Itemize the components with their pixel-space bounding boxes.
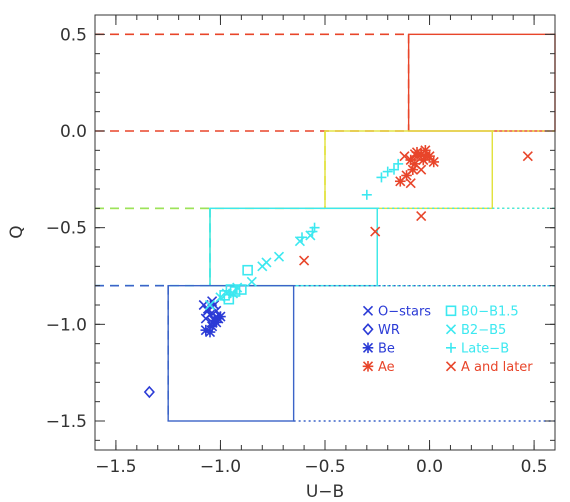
point-a-and-later	[409, 149, 420, 160]
marker-stroke	[204, 299, 216, 311]
x-axis-title: U−B	[306, 482, 344, 502]
marker-stroke	[405, 178, 416, 189]
marker-stroke	[294, 236, 305, 247]
legend-marker-o-stars	[362, 305, 374, 316]
plot-frame	[94, 14, 556, 451]
legend-marker-ae	[362, 361, 374, 372]
point-b2-b5	[232, 282, 243, 293]
legend-label-ae: Ae	[378, 360, 395, 375]
y-tick-label: −0.5	[46, 219, 87, 239]
marker-stroke	[200, 313, 211, 324]
point-a-and-later	[416, 164, 427, 175]
y-tick-label: 0.0	[60, 122, 87, 142]
x-tick-label: −1.0	[200, 457, 241, 477]
legend-marker-late-b	[446, 342, 456, 353]
marker-stroke	[416, 164, 427, 175]
legend-marker-a-and-later	[445, 361, 457, 372]
point-b2-b5	[227, 288, 239, 299]
axes: −1.5 −1.0 −0.5 0.0 0.5 −1.5 −1.0 −0.5 0.0 0.5	[46, 14, 556, 477]
point-a-and-later	[416, 211, 427, 222]
point-a-and-later	[405, 178, 416, 189]
point-late-b	[309, 222, 320, 233]
y-tick-label: −1.0	[46, 315, 87, 335]
legend: O−stars WR Be Ae B0−B1.5 B2−B5 Late−B A and lat…	[362, 304, 533, 375]
marker-stroke	[246, 276, 257, 287]
marker-stroke	[409, 149, 420, 160]
point-late-b	[297, 232, 307, 243]
data-points	[143, 145, 533, 399]
point-wr	[143, 385, 155, 399]
point-b2-b5	[215, 292, 226, 303]
legend-label-late-b: Late−B	[461, 341, 509, 356]
point-b2-b5	[273, 251, 285, 262]
point-a-and-later	[399, 151, 410, 162]
legend-label-wr: WR	[378, 323, 400, 338]
x-tick-label: −0.5	[304, 457, 345, 477]
legend-label-b0-b1-5: B0−B1.5	[461, 304, 519, 319]
point-late-b	[376, 172, 387, 183]
legend-label-b2-b5: B2−B5	[461, 323, 506, 338]
y-axis-title: Q	[7, 225, 27, 238]
point-b2-b5	[204, 299, 216, 311]
region-boxes	[95, 33, 556, 422]
point-a-and-later	[299, 255, 310, 266]
marker-stroke	[202, 305, 213, 316]
x-tick-label: 0.0	[416, 457, 443, 477]
marker-stroke	[445, 361, 457, 372]
marker-stroke	[445, 324, 457, 335]
marker-stroke	[299, 255, 310, 266]
marker-stroke	[143, 385, 155, 399]
point-b2-b5	[294, 236, 305, 247]
point-be	[208, 315, 220, 326]
legend-label-a-and-later: A and later	[461, 360, 533, 375]
region-box-4	[209, 207, 378, 287]
marker-stroke	[242, 264, 253, 276]
point-be	[204, 326, 216, 338]
point-b2-b5	[246, 276, 257, 287]
marker-stroke	[305, 230, 316, 241]
marker-stroke	[273, 251, 285, 262]
legend-marker-wr	[362, 323, 374, 336]
x-tick-label: 0.5	[521, 457, 548, 477]
y-tick-label: −1.5	[46, 412, 87, 432]
marker-stroke	[445, 305, 457, 317]
marker-stroke	[227, 288, 239, 299]
point-a-and-later	[522, 151, 533, 162]
point-ae	[405, 154, 417, 166]
point-ae	[420, 145, 431, 156]
region-box-0	[407, 33, 556, 132]
x-tick-label: −1.5	[95, 457, 136, 477]
point-b0-b1-5	[242, 264, 253, 276]
point-late-b	[393, 158, 404, 169]
legend-marker-be	[362, 342, 374, 354]
point-o-stars	[202, 305, 213, 316]
legend-marker-b0-b1-5	[445, 305, 457, 317]
legend-label-be: Be	[378, 341, 395, 356]
point-b2-b5	[305, 230, 316, 241]
point-o-stars	[200, 313, 211, 324]
marker-stroke	[416, 211, 427, 222]
point-b2-b5	[261, 257, 272, 268]
point-late-b	[382, 166, 393, 177]
legend-marker-b2-b5	[445, 324, 457, 335]
marker-stroke	[370, 226, 381, 237]
marker-stroke	[215, 292, 226, 303]
marker-stroke	[522, 151, 533, 162]
marker-stroke	[232, 282, 243, 293]
legend-label-o-stars: O−stars	[378, 304, 431, 319]
point-a-and-later	[370, 226, 381, 237]
point-ae	[428, 156, 440, 168]
marker-stroke	[399, 151, 410, 162]
point-late-b	[361, 189, 372, 200]
marker-stroke	[362, 323, 374, 336]
y-tick-label: 0.5	[60, 25, 87, 45]
region-box-5	[167, 284, 295, 422]
marker-stroke	[362, 305, 374, 316]
point-late-b	[389, 164, 399, 175]
point-ae	[424, 150, 435, 162]
marker-stroke	[261, 257, 272, 268]
region-box-3	[209, 207, 378, 287]
